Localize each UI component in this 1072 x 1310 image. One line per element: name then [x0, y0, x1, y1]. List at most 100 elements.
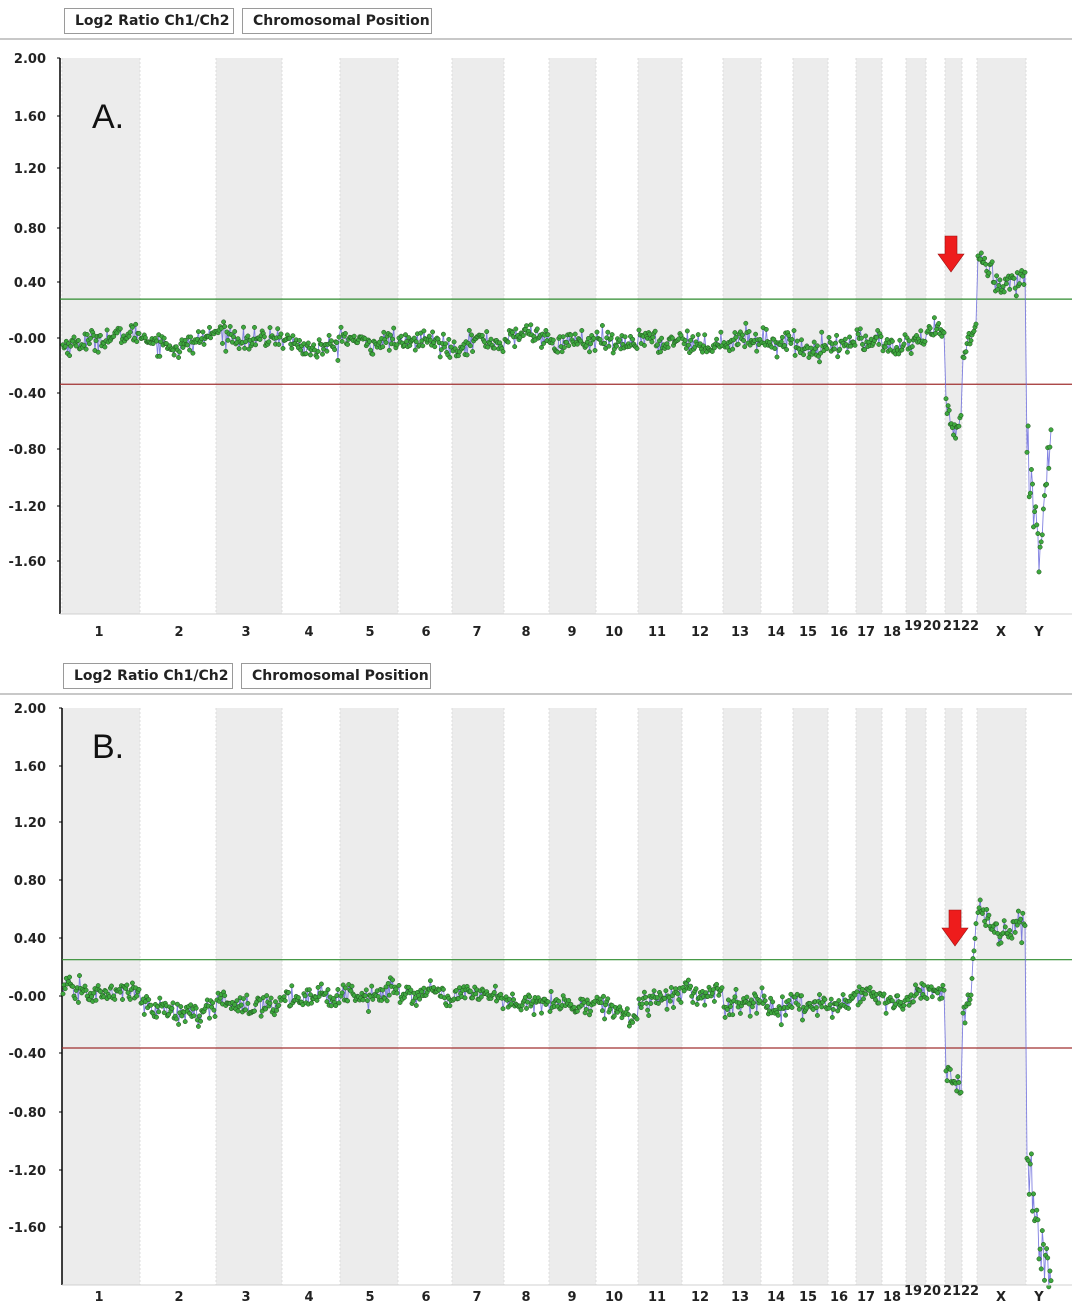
data-point — [650, 334, 656, 340]
data-point — [345, 341, 351, 347]
x-tick-label: 14 — [767, 625, 785, 640]
data-point — [761, 993, 767, 999]
data-point — [836, 998, 842, 1004]
data-point — [895, 993, 901, 999]
data-point — [663, 988, 669, 994]
data-point — [238, 1002, 244, 1008]
data-point — [525, 999, 531, 1005]
data-point — [287, 335, 293, 341]
data-point — [997, 277, 1003, 283]
data-point — [323, 990, 329, 996]
data-point — [385, 980, 391, 986]
data-point — [1028, 1151, 1034, 1157]
data-point — [342, 985, 348, 991]
arrow-down-icon — [937, 235, 965, 273]
data-point — [72, 996, 78, 1002]
data-point — [927, 325, 933, 331]
data-point — [944, 1078, 950, 1084]
data-point — [688, 337, 694, 343]
data-point — [263, 1006, 269, 1012]
data-point — [305, 340, 311, 346]
data-point — [241, 996, 246, 1002]
x-tick-label: 12 — [691, 625, 709, 640]
data-point — [451, 339, 457, 345]
data-point — [182, 1019, 188, 1025]
data-point — [702, 332, 708, 338]
tab-log2-ratio[interactable]: Log2 Ratio Ch1/Ch2 — [63, 663, 233, 689]
data-point — [710, 987, 716, 993]
data-point — [1028, 467, 1034, 472]
x-tick-label: 6 — [421, 625, 430, 640]
data-point — [791, 328, 797, 334]
data-point — [311, 342, 317, 348]
data-point — [641, 342, 647, 348]
data-point — [367, 339, 372, 344]
data-point — [267, 325, 273, 331]
data-point — [682, 337, 688, 343]
data-point — [117, 989, 123, 995]
data-point — [484, 329, 490, 335]
data-point — [842, 336, 848, 342]
data-point — [786, 998, 792, 1003]
data-point — [829, 1014, 835, 1020]
y-tick-label: -1.20 — [9, 1164, 46, 1179]
data-point — [693, 986, 699, 992]
data-point — [732, 330, 738, 336]
y-tick-label: 1.60 — [14, 110, 46, 125]
data-point — [669, 335, 675, 341]
data-point — [722, 1014, 728, 1020]
data-point — [844, 349, 850, 355]
tab-log2-ratio[interactable]: Log2 Ratio Ch1/Ch2 — [64, 8, 234, 34]
x-tick-label: 21 — [943, 1284, 961, 1299]
data-point — [264, 993, 270, 999]
data-point — [360, 997, 366, 1003]
data-point — [664, 1006, 670, 1012]
data-point — [728, 1004, 733, 1009]
data-point — [826, 334, 832, 340]
data-point — [837, 346, 843, 352]
data-point — [690, 334, 696, 340]
data-point — [339, 990, 345, 996]
data-point — [67, 974, 73, 980]
data-point — [711, 998, 717, 1004]
data-point — [88, 335, 93, 341]
data-point — [606, 343, 612, 349]
data-point — [754, 348, 760, 354]
data-point — [973, 321, 979, 327]
data-point — [176, 355, 182, 360]
data-point — [394, 342, 400, 348]
data-point — [427, 337, 433, 343]
x-tick-label: 20 — [923, 619, 941, 634]
data-point — [478, 994, 484, 1000]
data-point — [154, 1014, 159, 1020]
data-point — [976, 905, 982, 911]
data-point — [795, 1002, 801, 1008]
data-point — [984, 907, 990, 912]
data-point — [794, 338, 800, 344]
data-point — [252, 324, 257, 330]
x-tick-label: Y — [1033, 1290, 1044, 1305]
data-point — [306, 987, 312, 993]
data-point — [60, 991, 66, 997]
data-point — [1025, 423, 1031, 429]
data-point — [946, 407, 952, 413]
data-point — [102, 344, 108, 350]
data-point — [1047, 444, 1053, 450]
data-point — [905, 997, 911, 1003]
data-point — [129, 324, 135, 330]
x-tick-label: 13 — [731, 1290, 749, 1305]
data-point — [1017, 281, 1022, 287]
data-point — [1034, 1207, 1040, 1213]
tab-chromosomal-position[interactable]: Chromosomal Position — [242, 8, 432, 34]
data-point — [716, 992, 722, 998]
x-tick-label: 5 — [365, 1290, 374, 1305]
data-point — [982, 255, 988, 261]
panel-label: B. — [92, 728, 124, 766]
data-point — [345, 998, 351, 1004]
data-point — [863, 333, 869, 339]
data-point — [690, 999, 696, 1005]
data-point — [601, 993, 606, 999]
data-point — [644, 1000, 649, 1006]
data-point — [266, 339, 272, 345]
tab-chromosomal-position[interactable]: Chromosomal Position — [241, 663, 431, 689]
